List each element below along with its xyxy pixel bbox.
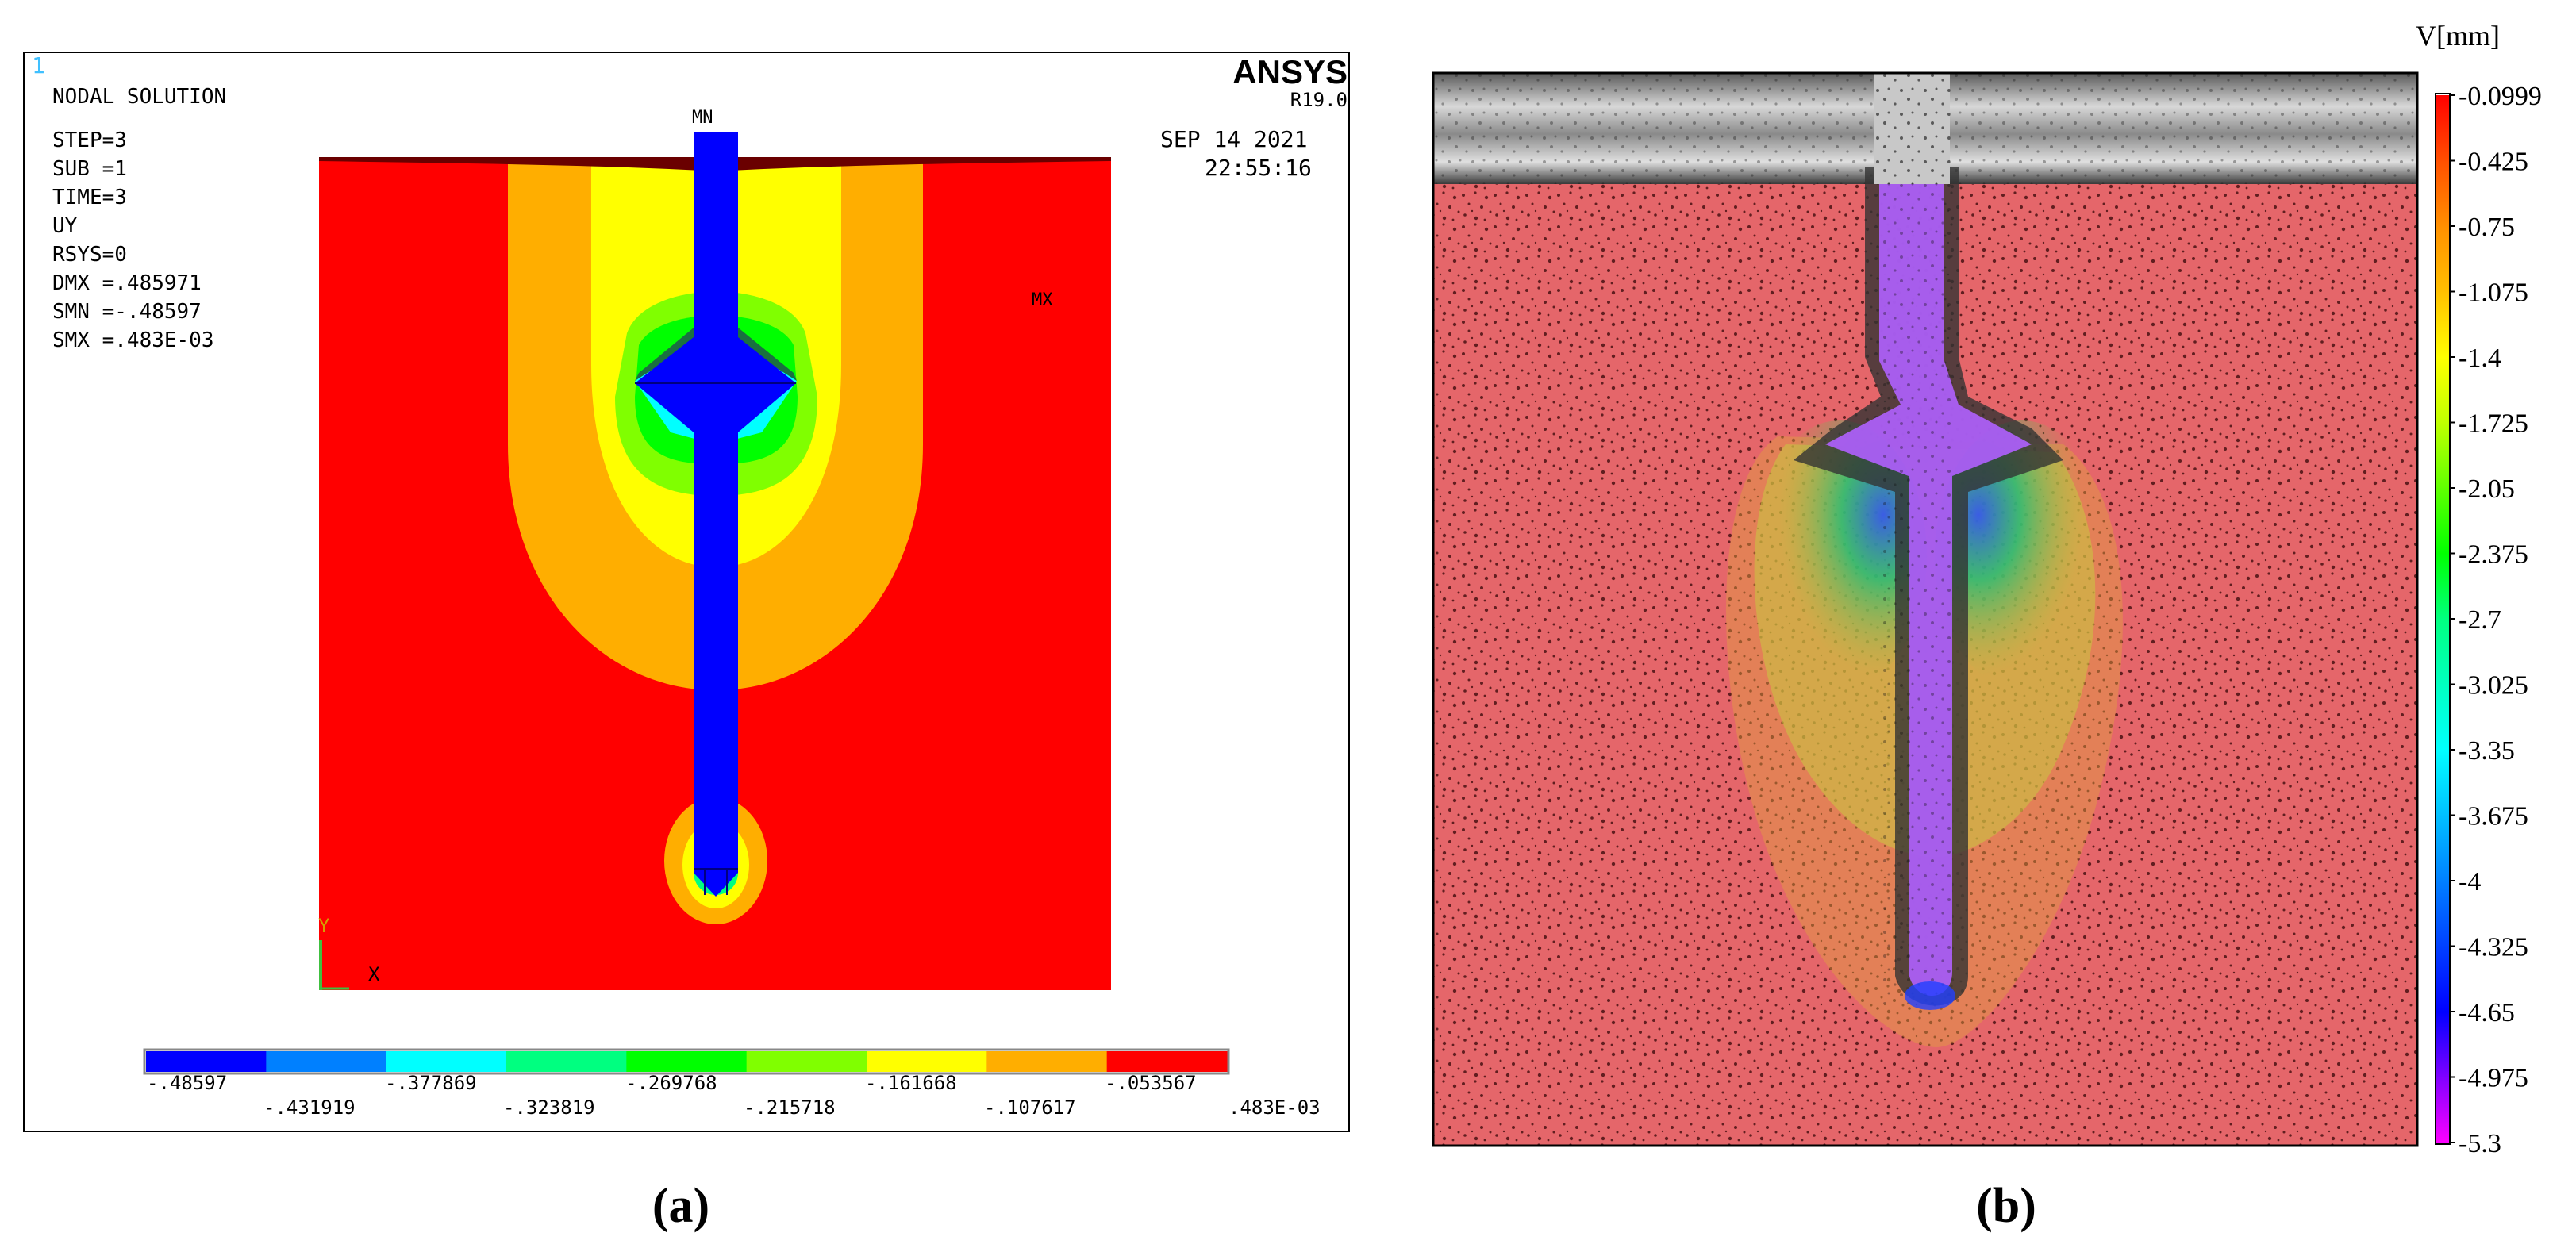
scale-label: -3.675 xyxy=(2459,802,2528,831)
info-line: SUB =1 xyxy=(52,157,127,181)
info-line: DMX =.485971 xyxy=(52,271,202,295)
scale-segment xyxy=(2436,815,2449,881)
legend-swatch xyxy=(146,1051,267,1072)
scale-label: -0.425 xyxy=(2459,148,2528,177)
anchor-mesh-lines xyxy=(635,382,796,895)
corner-number: 1 xyxy=(32,52,45,79)
scale-segment xyxy=(2436,750,2449,816)
scale-label: -4 xyxy=(2459,867,2481,897)
info-line: STEP=3 xyxy=(52,129,127,152)
legend-swatch xyxy=(1106,1051,1228,1072)
scale-segment xyxy=(2436,488,2449,555)
info-line: SMN =-.48597 xyxy=(52,300,202,324)
scale-bar xyxy=(2436,95,2449,1143)
scale-label: -2.05 xyxy=(2459,474,2515,504)
scale-segment xyxy=(2436,422,2449,489)
scale-segment xyxy=(2436,1077,2449,1143)
scale-label: -4.65 xyxy=(2459,998,2515,1027)
legend-border xyxy=(143,1048,1230,1075)
legend-label: -.48597 xyxy=(147,1072,227,1094)
info-line: RSYS=0 xyxy=(52,243,127,267)
scale-label: -3.025 xyxy=(2459,671,2528,701)
legend-label: -.053567 xyxy=(1105,1072,1197,1094)
legend-swatch xyxy=(746,1051,867,1072)
caption-a: (a) xyxy=(652,1179,709,1233)
dic-photo xyxy=(1433,73,2417,1146)
scale-segment xyxy=(2436,226,2449,293)
scale-labels: -0.0999 -0.425 -0.75 -1.075 -1.4 -1.725 -2.05 -… xyxy=(2449,82,2542,1158)
max-marker: MX xyxy=(1032,290,1053,310)
scale-segment xyxy=(2436,357,2449,424)
scale-segment xyxy=(2436,160,2449,227)
scale-label: -3.35 xyxy=(2459,736,2515,766)
solution-time: 22:55:16 xyxy=(1205,155,1312,181)
anchor-rod-speckle xyxy=(1874,73,1950,184)
anchor-body xyxy=(635,132,796,897)
info-line: TIME=3 xyxy=(52,186,127,209)
min-marker: MN xyxy=(692,108,713,128)
legend-swatch xyxy=(506,1051,627,1072)
dic-photo-border xyxy=(1432,71,2419,1147)
legend-labels: -.48597 -.377869 -.269768 -.161668 -.053… xyxy=(147,1072,1321,1119)
scale-segment xyxy=(2436,553,2449,620)
panel-b: V[mm] -0.0999 -0.425 -0.75 -1.075 -1.4 -1.725… xyxy=(1432,20,2542,1233)
scale-label: -0.75 xyxy=(2459,213,2515,242)
contour-plot: MN MX Y X xyxy=(318,108,1111,990)
legend-label: -.161668 xyxy=(865,1072,957,1094)
ansys-brand: ANSYS xyxy=(1232,53,1348,90)
scale-segment xyxy=(2436,95,2449,162)
legend-label: -.269768 xyxy=(625,1072,717,1094)
legend-swatch xyxy=(626,1051,748,1072)
legend-swatch xyxy=(386,1051,507,1072)
axis-y-label: Y xyxy=(318,915,330,937)
info-line: SMX =.483E-03 xyxy=(52,328,214,352)
solution-info: NODAL SOLUTION STEP=3 SUB =1 TIME=3 UY R… xyxy=(52,85,226,352)
solution-date: SEP 14 2021 xyxy=(1160,126,1307,152)
scale-label: -4.325 xyxy=(2459,933,2528,962)
legend-label: -.377869 xyxy=(385,1072,477,1094)
axis-x-label: X xyxy=(368,963,380,985)
scale-segment xyxy=(2436,684,2449,751)
legend-bar xyxy=(143,1048,1230,1075)
scale-segment xyxy=(2436,946,2449,1012)
legend-label: -.107617 xyxy=(984,1096,1076,1119)
scale-segment xyxy=(2436,1012,2449,1078)
scale-segment xyxy=(2436,291,2449,358)
scale-segment xyxy=(2436,619,2449,685)
dic-anchor-speckle xyxy=(1879,179,1952,1004)
scale-label: -0.0999 xyxy=(2459,82,2542,111)
scale-label: -2.7 xyxy=(2459,605,2501,635)
legend-label: -.323819 xyxy=(503,1096,595,1119)
legend-swatch xyxy=(867,1051,987,1072)
scale-label: -1.075 xyxy=(2459,278,2528,308)
caption-b: (b) xyxy=(1976,1179,2036,1233)
legend-swatch xyxy=(986,1051,1108,1072)
scale-segment xyxy=(2436,881,2449,947)
legend-swatch xyxy=(266,1051,387,1072)
info-line: UY xyxy=(52,214,78,238)
legend-label: -.215718 xyxy=(744,1096,836,1119)
legend-label: -.431919 xyxy=(263,1096,356,1119)
scale-label: -4.975 xyxy=(2459,1064,2528,1093)
info-line: NODAL SOLUTION xyxy=(52,85,226,109)
dic-anchor-tip xyxy=(1905,981,1955,1010)
scale-label: -5.3 xyxy=(2459,1129,2501,1158)
scale-label: -1.4 xyxy=(2459,344,2501,373)
scale-unit-label: V[mm] xyxy=(2416,20,2500,52)
panel-a: 1 NODAL SOLUTION STEP=3 SUB =1 TIME=3 UY… xyxy=(23,52,1350,1233)
scale-label: -1.725 xyxy=(2459,409,2528,439)
scale-label: -2.375 xyxy=(2459,540,2528,570)
ansys-version: R19.0 xyxy=(1290,89,1348,111)
legend-label: .483E-03 xyxy=(1228,1096,1321,1119)
